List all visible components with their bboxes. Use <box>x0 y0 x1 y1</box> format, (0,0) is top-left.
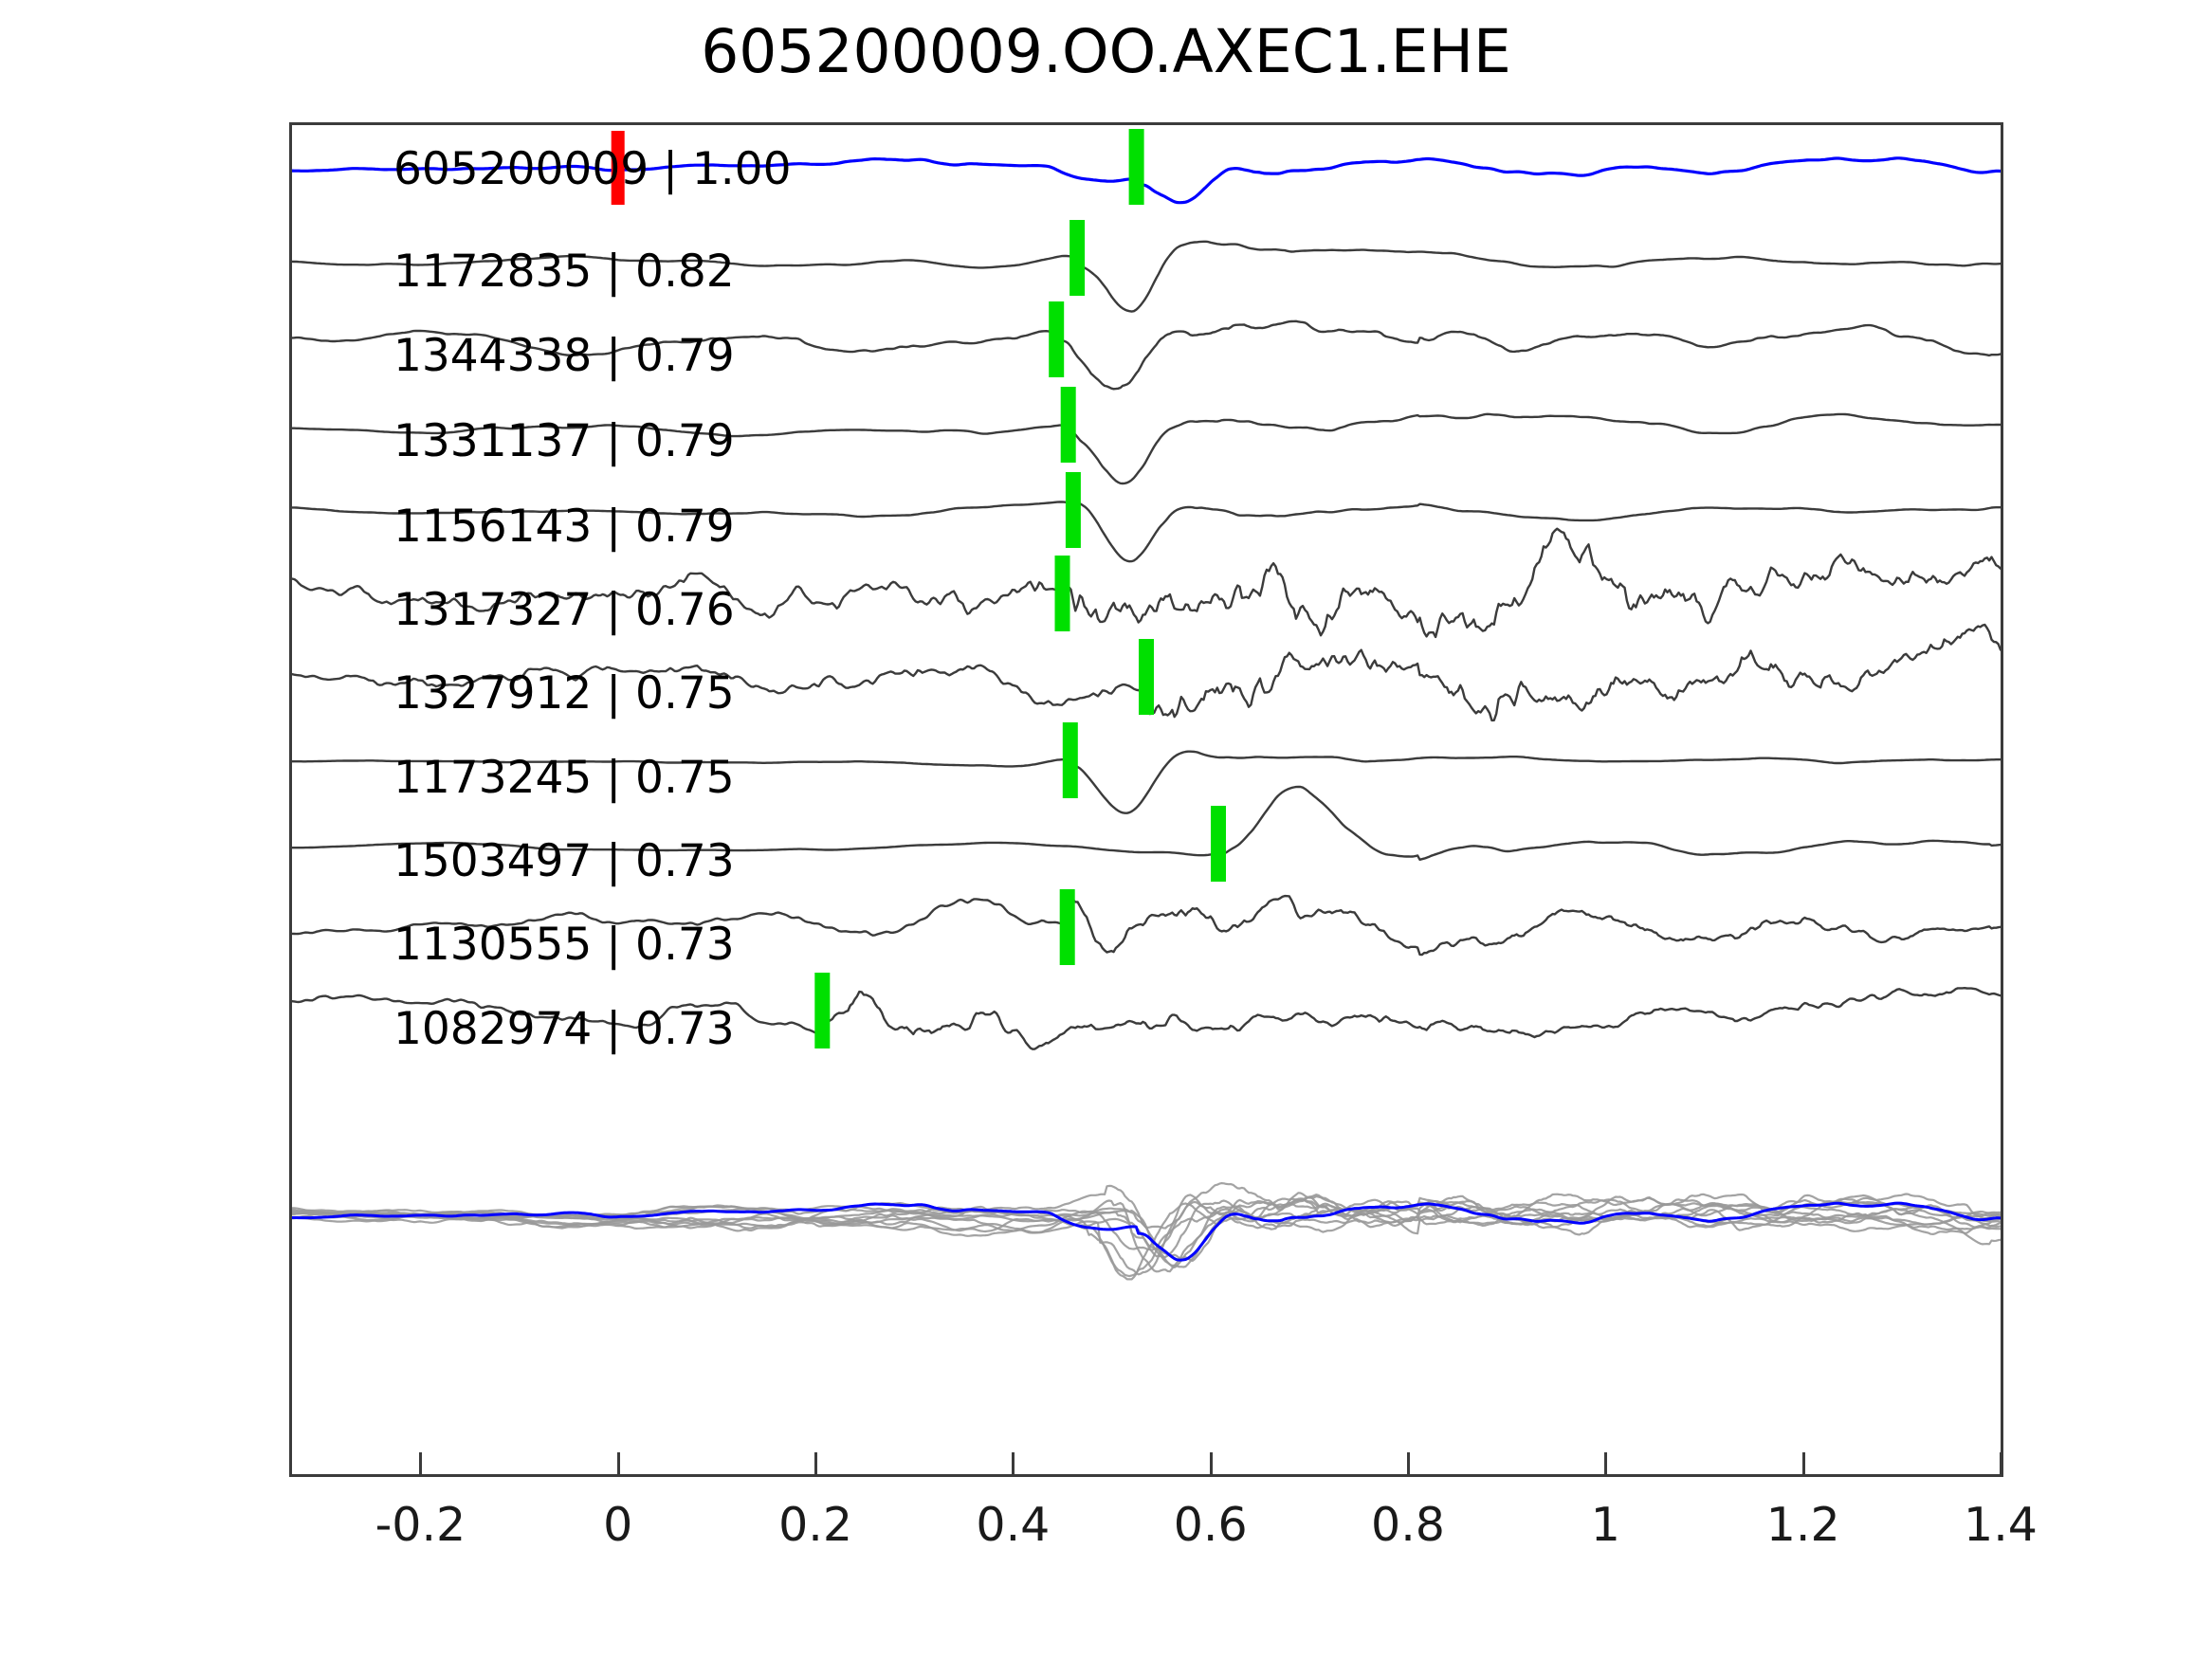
x-tick-mark <box>1801 1452 1805 1477</box>
waveform-trace <box>292 987 2001 1050</box>
pick-marker <box>1049 301 1065 377</box>
x-tick-mark <box>419 1452 423 1477</box>
trace-label: 1156143 | 0.79 <box>393 501 735 553</box>
x-tick-label: 0 <box>603 1498 633 1552</box>
stack-trace-gray <box>292 1198 2001 1268</box>
waveform-trace <box>292 750 2001 814</box>
waveform-trace <box>292 785 2001 861</box>
waveform-trace <box>292 412 2001 485</box>
x-tick-label: 0.6 <box>1173 1498 1248 1552</box>
pick-marker <box>814 973 831 1048</box>
pick-marker <box>1054 556 1070 631</box>
x-tick-label: -0.2 <box>375 1498 466 1552</box>
waveform-trace <box>292 500 2001 563</box>
trace-label: 1503497 | 0.73 <box>393 835 735 887</box>
x-tick-mark <box>1209 1452 1213 1477</box>
stack-trace-gray <box>292 1193 2001 1263</box>
x-tick-label: 0.2 <box>778 1498 853 1552</box>
pick-marker <box>1128 129 1144 205</box>
pick-marker <box>1065 472 1081 548</box>
waveform-trace <box>292 527 2001 639</box>
x-tick-label: 0.4 <box>976 1498 1051 1552</box>
x-tick-mark <box>1604 1452 1608 1477</box>
x-tick-mark <box>1012 1452 1015 1477</box>
plot-clip <box>292 125 2001 1474</box>
x-tick-mark <box>1407 1452 1411 1477</box>
x-tick-mark <box>616 1452 620 1477</box>
stack-trace-gray <box>292 1193 2001 1251</box>
trace-label: 1130555 | 0.73 <box>393 919 735 971</box>
pick-marker <box>1062 722 1078 798</box>
waveform-trace <box>292 240 2001 313</box>
origin-marker <box>611 131 625 205</box>
trace-label: 1331137 | 0.79 <box>393 415 735 467</box>
trace-label: 1344338 | 0.79 <box>393 330 735 382</box>
trace-label: 1327912 | 0.75 <box>393 667 735 720</box>
trace-label: 1317327 | 0.76 <box>393 584 735 636</box>
waveform-canvas <box>292 129 2001 1281</box>
x-tick-label: 1 <box>1590 1498 1620 1552</box>
pick-marker <box>1059 889 1075 965</box>
pick-marker <box>1139 639 1154 715</box>
pick-marker <box>1211 806 1226 882</box>
waveform-trace <box>292 894 2001 957</box>
x-tick-label: 0.8 <box>1371 1498 1445 1552</box>
pick-marker <box>1060 387 1076 463</box>
trace-label: 605200009 | 1.00 <box>393 143 792 195</box>
trace-label: 1082974 | 0.73 <box>393 1003 735 1055</box>
waveform-trace <box>292 319 2001 391</box>
trace-label: 1173245 | 0.75 <box>393 752 735 804</box>
stack-trace-gray <box>292 1194 2001 1278</box>
pick-marker <box>1069 220 1086 296</box>
x-tick-label: 1.4 <box>1964 1498 2038 1552</box>
plot-frame <box>289 122 2003 1477</box>
x-tick-label: 1.2 <box>1765 1498 1840 1552</box>
x-tick-mark <box>814 1452 818 1477</box>
x-tick-mark <box>2000 1452 2002 1477</box>
stack-trace-template <box>292 1201 2001 1262</box>
waveform-trace <box>292 156 2001 205</box>
stack-trace-gray <box>292 1202 2001 1268</box>
page-title: 605200009.OO.AXEC1.EHE <box>701 17 1511 86</box>
trace-label: 1172835 | 0.82 <box>393 246 735 298</box>
